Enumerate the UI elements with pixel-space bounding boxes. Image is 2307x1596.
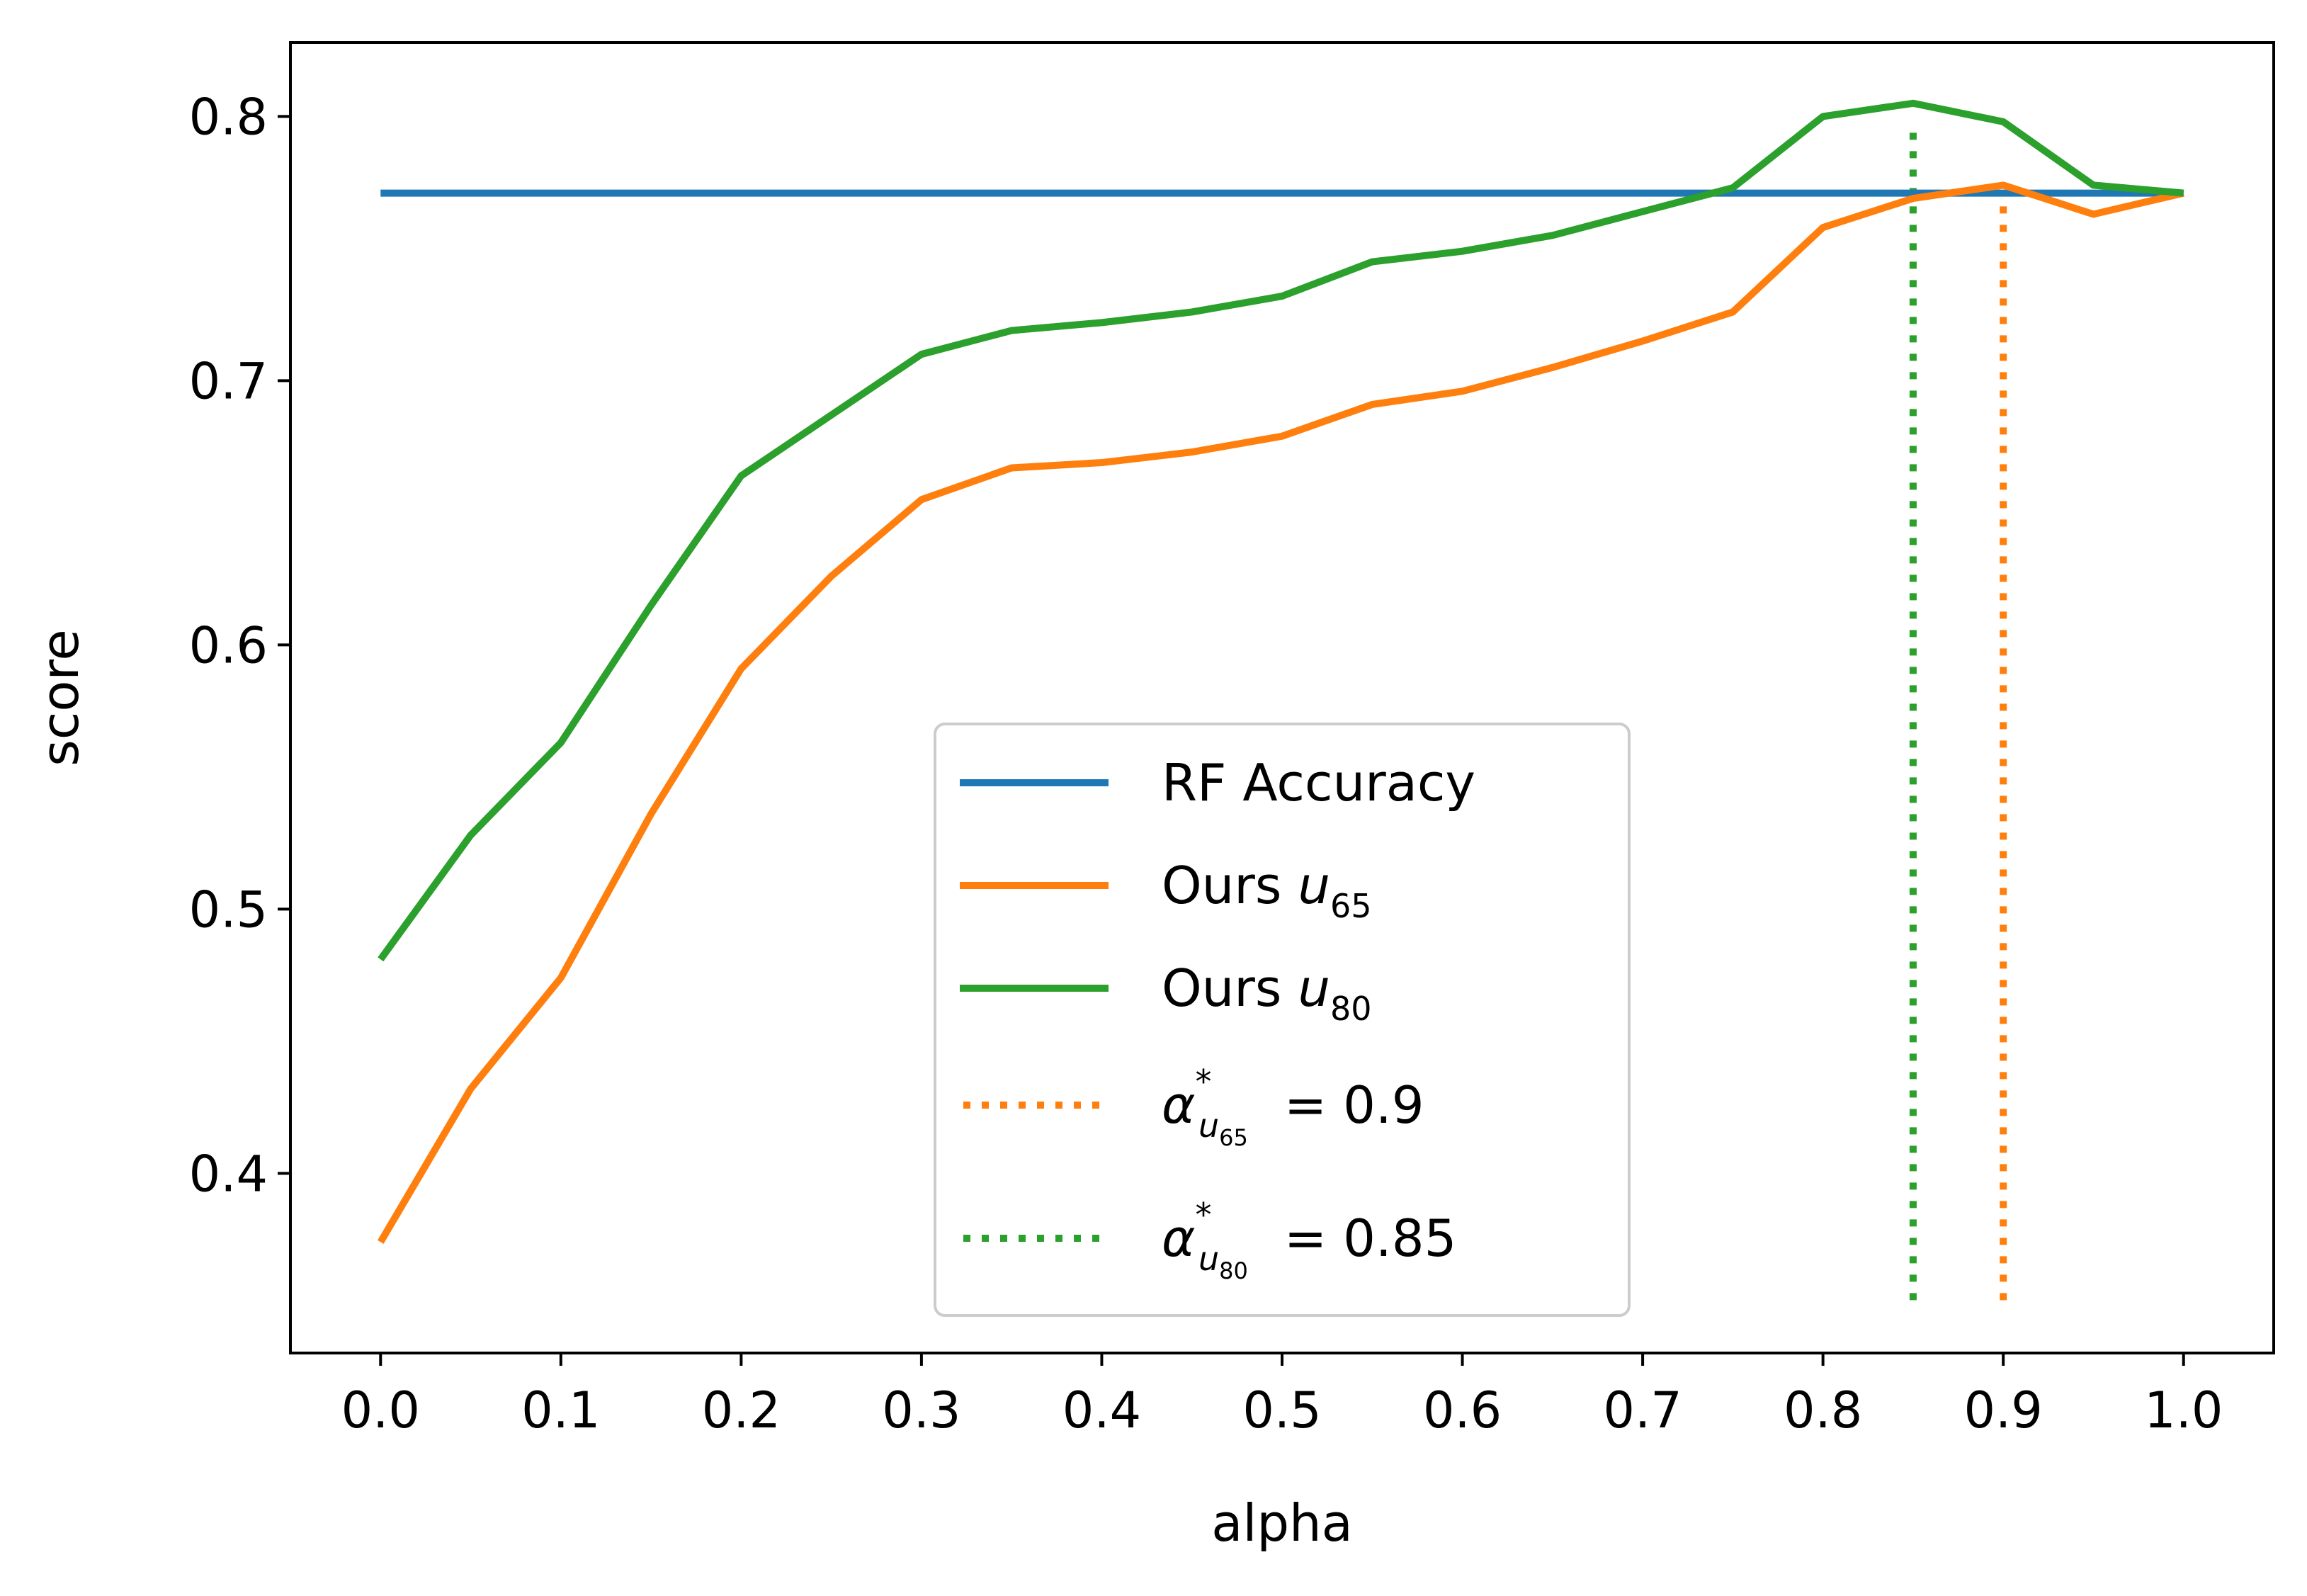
x-tick-label: 0.3 [882, 1381, 960, 1439]
legend-label-rf-accuracy: RF Accuracy [1162, 753, 1475, 813]
y-tick-label: 0.5 [189, 881, 268, 939]
legend-label-ours-u65: Ours u65 [1162, 856, 1372, 925]
x-tick-label: 0.9 [1964, 1381, 2043, 1439]
y-axis-label: score [30, 629, 90, 766]
x-tick-label: 0.5 [1242, 1381, 1321, 1439]
legend-label-alpha-u80: α* u80 = 0.85 [1162, 1196, 1456, 1284]
series-layer [377, 99, 2184, 1301]
y-axis: 0.4 0.5 0.6 0.7 0.8 [189, 88, 290, 1203]
legend-box [934, 723, 1631, 1317]
y-tick-label: 0.4 [189, 1145, 268, 1203]
x-axis-label: alpha [1211, 1493, 1353, 1553]
x-tick-label: 0.0 [341, 1381, 420, 1439]
legend: RF Accuracy Ours u65 Ours u80 α* u65 = 0.… [934, 723, 1631, 1317]
x-axis: 0.0 0.1 0.2 0.3 0.4 0.5 0.6 0.7 0.8 0.9 1.0 [341, 1353, 2223, 1439]
x-tick-label: 0.8 [1784, 1381, 1862, 1439]
y-tick-label: 0.8 [189, 88, 268, 146]
x-tick-label: 0.7 [1603, 1381, 1682, 1439]
x-tick-label: 0.4 [1062, 1381, 1141, 1439]
legend-label-ours-u80: Ours u80 [1162, 958, 1372, 1028]
y-tick-label: 0.6 [189, 616, 268, 674]
x-tick-label: 0.2 [702, 1381, 781, 1439]
x-tick-label: 0.1 [521, 1381, 600, 1439]
series-line-ours-u80 [378, 99, 2184, 962]
y-tick-label: 0.7 [189, 352, 268, 410]
series-line-ours-u65 [377, 181, 2184, 1244]
legend-label-alpha-u65: α* u65 = 0.9 [1162, 1063, 1424, 1151]
x-tick-label: 0.6 [1423, 1381, 1502, 1439]
x-tick-label: 1.0 [2144, 1381, 2223, 1439]
